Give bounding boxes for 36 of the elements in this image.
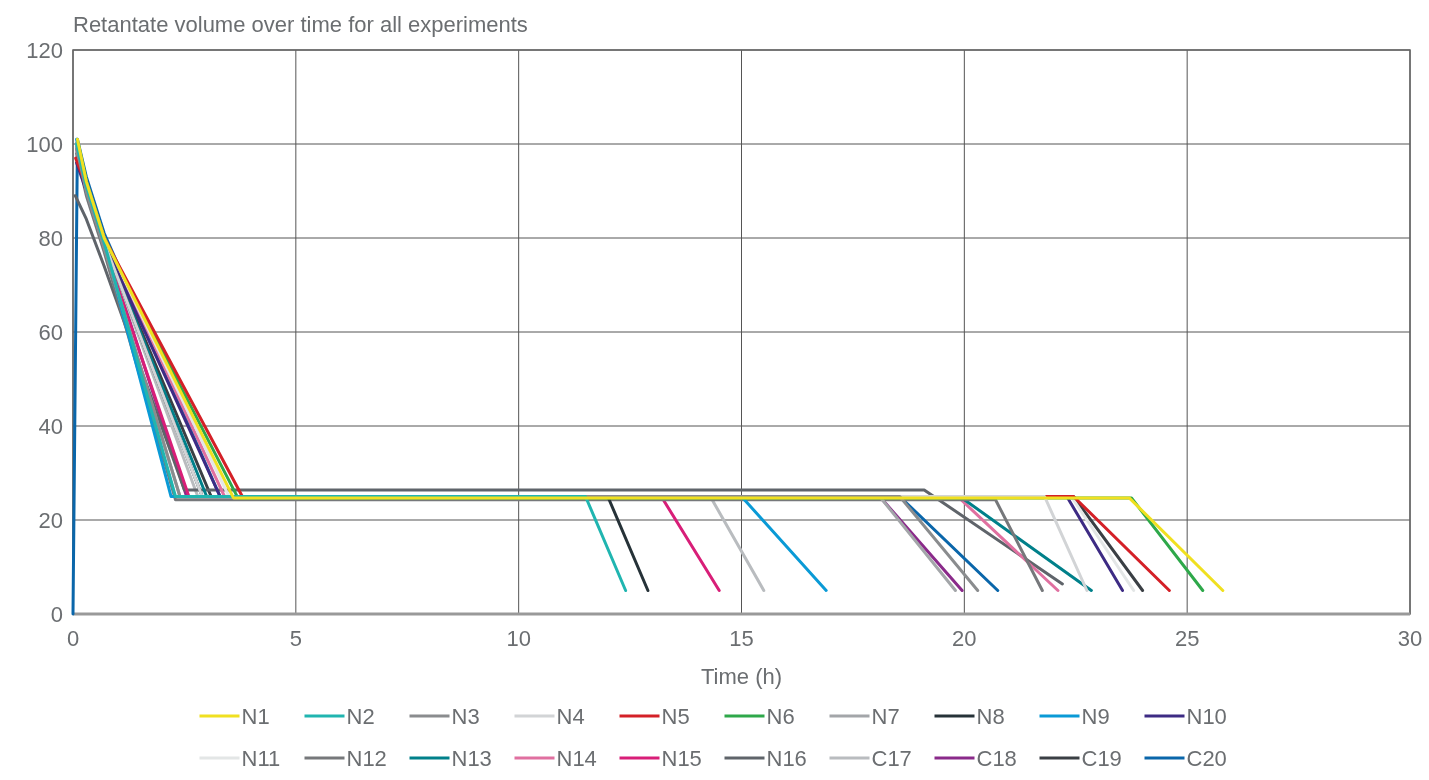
x-tick-label: 5 [289,626,302,651]
x-tick-label: 25 [1174,626,1200,651]
y-tick-label: 60 [38,319,63,345]
legend-label: C20 [1186,745,1227,771]
y-tick-label: 0 [50,601,63,627]
y-tick-label: 120 [26,37,63,63]
legend-label: N11 [241,745,281,771]
legend-label: N15 [661,745,702,771]
y-tick-label: 100 [26,131,63,157]
legend-label: N10 [1186,703,1227,729]
legend-label: N4 [556,703,585,729]
legend-label: N14 [556,745,597,771]
legend-label: C17 [871,745,912,771]
y-tick-label: 80 [38,225,63,251]
y-tick-label: 40 [38,413,63,439]
legend-label: N6 [766,703,795,729]
legend-label: N7 [871,703,900,729]
x-tick-label: 15 [729,626,754,651]
legend-label: C19 [1081,745,1122,771]
x-tick-label: 20 [952,626,977,651]
y-tick-label: 20 [38,507,63,533]
legend-label: C18 [976,745,1017,771]
legend-label: N12 [346,745,387,771]
legend-label: N8 [976,703,1005,729]
legend-label: N13 [451,745,492,771]
x-tick-label: 30 [1397,626,1423,651]
legend-label: N16 [766,745,807,771]
chart-title: Retantate volume over time for all experiments [73,12,528,37]
legend-label: N9 [1081,703,1110,729]
legend-label: N5 [661,703,690,729]
x-tick-label: 0 [66,626,80,651]
x-tick-label: 10 [506,626,531,651]
legend-label: N3 [451,703,480,729]
legend-label: N1 [241,703,270,729]
legend-label: N2 [346,703,375,729]
x-axis-title: Time (h) [700,664,783,689]
